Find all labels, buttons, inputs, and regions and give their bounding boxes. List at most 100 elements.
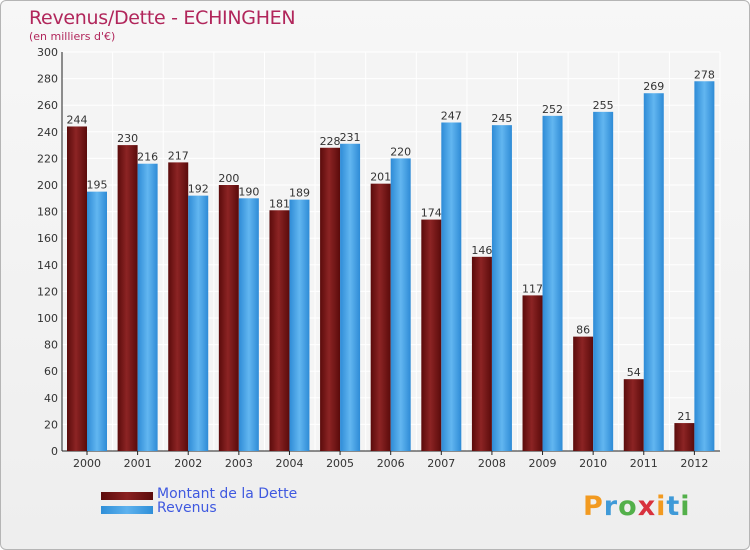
y-tick-label: 140 [37, 259, 58, 272]
y-tick-label: 260 [37, 99, 58, 112]
bar-debt [623, 379, 644, 451]
data-label-debt: 200 [218, 172, 239, 185]
bar-debt [117, 145, 138, 451]
bar-revenus [441, 122, 462, 452]
logo-letter: P [583, 491, 604, 522]
y-tick-label: 200 [37, 179, 58, 192]
bar-debt [218, 185, 239, 451]
bar-revenus [87, 191, 107, 451]
legend-label-debt: Montant de la Dette [157, 486, 298, 502]
data-label-debt: 201 [370, 171, 391, 184]
data-label-debt: 117 [522, 282, 543, 295]
data-label-revenus: 247 [441, 109, 462, 122]
logo-letter: i [656, 491, 667, 522]
y-tick-label: 120 [37, 285, 58, 298]
data-label-debt: 217 [168, 149, 189, 162]
y-tick-label: 240 [37, 126, 58, 139]
bar-revenus [643, 93, 664, 451]
data-label-debt: 181 [269, 197, 290, 210]
data-label-debt: 174 [421, 207, 442, 220]
data-label-debt: 21 [677, 410, 691, 423]
data-label-debt: 228 [320, 135, 341, 148]
x-tick-label: 2009 [529, 457, 557, 470]
y-tick-label: 280 [37, 73, 58, 86]
y-tick-label: 60 [44, 365, 58, 378]
bar-debt [421, 219, 442, 451]
y-tick-label: 180 [37, 206, 58, 219]
y-tick-label: 80 [44, 339, 58, 352]
bar-debt [269, 210, 290, 451]
x-tick-label: 2003 [225, 457, 253, 470]
chart-title: Revenus/Dette - ECHINGHEN [29, 7, 296, 29]
data-label-revenus: 195 [87, 179, 108, 192]
x-tick-label: 2004 [275, 457, 303, 470]
bar-revenus [289, 199, 310, 451]
bar-revenus [238, 198, 259, 451]
x-tick-label: 2011 [630, 457, 658, 470]
proxiti-logo: Proxiti [583, 491, 691, 522]
legend-swatch-revenus [101, 506, 153, 514]
bar-revenus [491, 125, 512, 452]
data-label-revenus: 190 [238, 185, 259, 198]
bar-debt [674, 423, 695, 451]
data-label-debt: 244 [67, 113, 88, 126]
y-tick-label: 160 [37, 232, 58, 245]
bar-debt [370, 183, 391, 452]
data-label-revenus: 255 [593, 99, 614, 112]
x-tick-label: 2010 [579, 457, 607, 470]
data-label-debt: 230 [117, 132, 138, 145]
logo-letter: r [603, 491, 619, 522]
legend-swatch-debt [101, 492, 153, 500]
bar-debt [67, 126, 87, 451]
data-label-revenus: 269 [643, 80, 664, 93]
bar-revenus [593, 111, 614, 451]
logo-letter: i [680, 491, 691, 522]
x-tick-label: 2008 [478, 457, 506, 470]
x-tick-label: 2006 [377, 457, 405, 470]
bar-debt [168, 162, 189, 451]
bar-debt [471, 256, 492, 451]
y-tick-label: 40 [44, 392, 58, 405]
logo-letter: x [637, 491, 657, 522]
x-tick-label: 2000 [73, 457, 101, 470]
data-label-debt: 86 [576, 324, 590, 337]
x-tick-label: 2007 [427, 457, 455, 470]
legend-label-revenus: Revenus [157, 500, 217, 516]
bar-revenus [340, 143, 361, 451]
x-tick-label: 2002 [174, 457, 202, 470]
data-label-revenus: 192 [188, 183, 209, 196]
logo-letter: t [666, 491, 681, 522]
y-tick-label: 20 [44, 418, 58, 431]
data-label-revenus: 245 [491, 112, 512, 125]
logo-letter: o [618, 491, 638, 522]
y-tick-label: 300 [37, 46, 58, 59]
x-tick-label: 2001 [124, 457, 152, 470]
axes: 0 20 40 60 80 100 120 140 160 180 200 220 240 260 280 3… [37, 46, 720, 470]
bars [67, 81, 715, 452]
data-label-revenus: 220 [390, 145, 411, 158]
bar-revenus [188, 195, 209, 451]
bar-debt [320, 147, 341, 451]
bar-revenus [137, 163, 158, 451]
x-tick-label: 2012 [680, 457, 708, 470]
x-tick-label: 2005 [326, 457, 354, 470]
chart-subtitle: (en milliers d'€) [29, 30, 116, 43]
y-tick-label: 100 [37, 312, 58, 325]
data-label-revenus: 231 [340, 131, 361, 144]
y-tick-label: 0 [51, 445, 58, 458]
data-label-revenus: 252 [542, 103, 563, 116]
bar-revenus [542, 115, 563, 451]
bar-debt [573, 336, 594, 451]
data-label-revenus: 189 [289, 187, 310, 200]
data-label-debt: 146 [471, 244, 492, 257]
bar-debt [522, 295, 543, 451]
bar-revenus [390, 158, 411, 451]
y-tick-label: 220 [37, 152, 58, 165]
data-label-debt: 54 [627, 366, 641, 379]
data-label-revenus: 278 [694, 68, 715, 81]
bar-revenus [694, 81, 715, 451]
data-label-revenus: 216 [137, 151, 158, 164]
